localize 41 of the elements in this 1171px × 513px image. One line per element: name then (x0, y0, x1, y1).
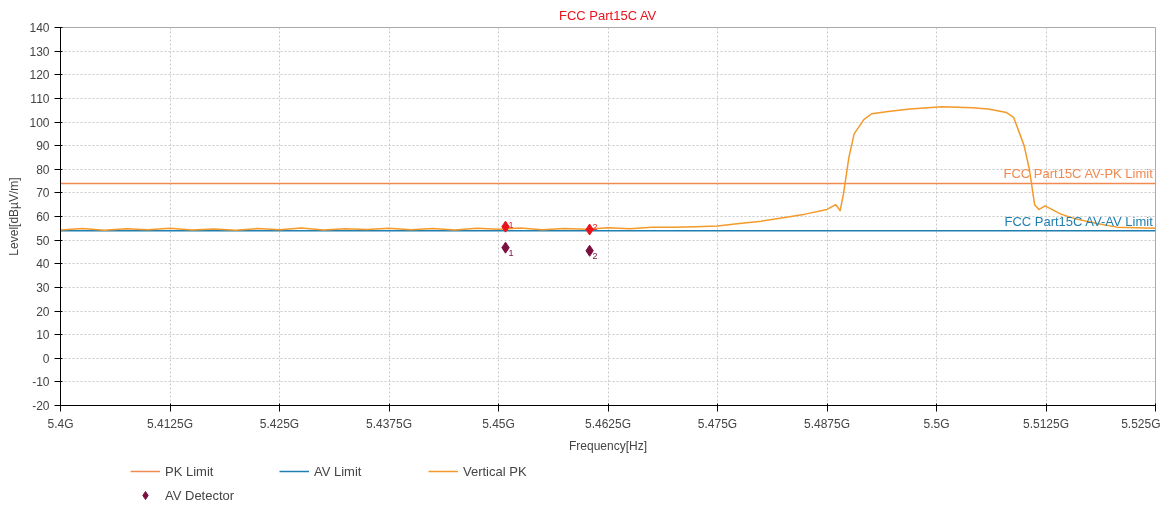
annotation: 1 (508, 248, 514, 259)
legend-label: PK Limit (165, 463, 215, 479)
y-tick-label: 50 (36, 233, 50, 248)
annotation: 2 (592, 222, 598, 233)
legend-label: Vertical PK (463, 463, 528, 479)
y-tick-label: 110 (30, 91, 50, 106)
x-tick-label: 5.4625G (584, 416, 632, 431)
y-tick-label: 90 (36, 139, 50, 154)
x-tick-label: 5.525G (1121, 416, 1161, 431)
y-tick-label: 120 (29, 68, 50, 83)
x-tick-label: 5.5G (923, 416, 950, 431)
y-tick-label: -20 (32, 399, 50, 413)
y-tick-label: 60 (36, 210, 50, 224)
y-tick-label: 100 (29, 115, 50, 130)
legend-label: AV Detector (165, 487, 236, 503)
x-tick-label: 5.45G (482, 416, 515, 431)
y-tick-label: 80 (36, 162, 50, 177)
annotation: 2 (592, 250, 598, 261)
y-tick-label: 0 (42, 351, 50, 366)
annotation: FCC Part15C AV-PK Limit (1003, 166, 1154, 182)
chart-title: FCC Part15C AV (559, 7, 657, 23)
y-tick-label: 10 (36, 328, 50, 343)
x-tick-label: 5.475G (697, 416, 738, 431)
annotation: 1 (508, 219, 514, 230)
y-axis-title: Level[dBµV/m] (7, 177, 22, 256)
y-tick-label: 40 (36, 257, 50, 272)
x-tick-label: 5.425G (259, 416, 300, 431)
y-tick-label: 140 (29, 21, 50, 35)
x-tick-label: 5.4875G (803, 416, 851, 431)
x-tick-label: 5.5125G (1022, 416, 1070, 431)
y-tick-label: 130 (29, 44, 50, 59)
annotation: FCC Part15C AV-AV Limit (1004, 213, 1154, 229)
x-axis-title: Frequency[Hz] (568, 438, 648, 453)
y-tick-label: -10 (32, 375, 50, 390)
legend-label: AV Limit (314, 463, 363, 479)
y-tick-label: 30 (36, 280, 50, 295)
x-tick-label: 5.4375G (365, 416, 413, 431)
y-tick-label: 20 (36, 304, 50, 319)
x-tick-label: 5.4G (47, 416, 74, 431)
y-tick-label: 70 (36, 186, 50, 201)
x-tick-label: 5.4125G (146, 416, 194, 431)
